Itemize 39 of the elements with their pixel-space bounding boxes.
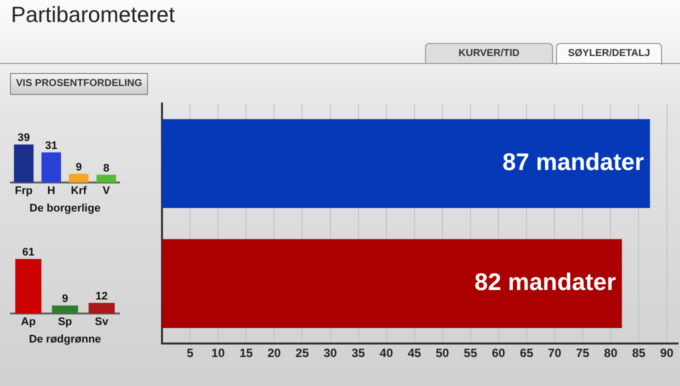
x-tick-label: V (102, 185, 111, 198)
chart-title: Partibarometeret (11, 2, 175, 28)
x-tick-label: 80 (604, 346, 618, 360)
data-label: 87 mandater (502, 149, 644, 176)
text: VIS PROSENTFORDELING (10, 73, 148, 95)
x-tick-label: 45 (408, 346, 422, 360)
x-tick-label: 55 (464, 346, 478, 360)
x-tick-label: 70 (548, 346, 562, 360)
data-label: 61 (22, 246, 34, 259)
x-tick-label: Krf (70, 185, 88, 198)
x-axis-title: De borgerlige (30, 202, 100, 214)
x-tick-label: Frp (14, 185, 33, 198)
data-label: 9 (62, 293, 68, 306)
x-axis-title: De rødgrønne (28, 333, 102, 346)
data-label: 39 (18, 132, 30, 144)
x-tick-label: 60 (492, 346, 506, 360)
x-tick-label: 50 (436, 346, 450, 360)
x-tick-label: 40 (380, 346, 394, 360)
x-tick-label: 75 (576, 346, 590, 360)
text: KURVER/TID (425, 43, 553, 64)
data-label: 31 (45, 140, 58, 152)
x-tick-label: 30 (324, 346, 338, 360)
x-tick-label: 10 (211, 346, 226, 360)
data-label: 82 mandater (474, 269, 616, 296)
x-tick-label: 35 (352, 346, 366, 360)
x-tick-label: 15 (239, 346, 254, 360)
x-tick-label: 25 (296, 346, 310, 360)
x-tick-label: Ap (20, 316, 36, 328)
data-label: 9 (76, 161, 82, 174)
x-tick-label: H (47, 185, 56, 198)
x-tick-label: Sp (58, 316, 72, 328)
x-tick-label: 65 (520, 346, 534, 360)
x-tick-label: 85 (632, 346, 646, 360)
x-tick-label: 5 (186, 346, 194, 360)
x-tick-label: 20 (267, 346, 282, 360)
data-label: 8 (103, 162, 110, 174)
x-tick-label: Sv (94, 316, 110, 328)
x-tick-label: 90 (660, 346, 674, 360)
data-label: 12 (96, 290, 108, 302)
